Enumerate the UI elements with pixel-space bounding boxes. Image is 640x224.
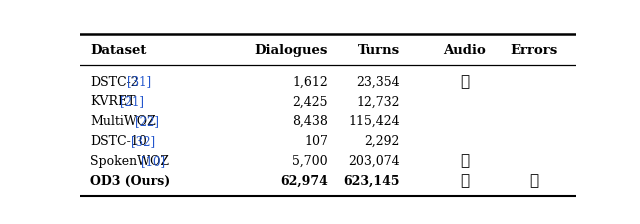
- Text: [32]: [32]: [131, 135, 155, 148]
- Text: OD3 (Ours): OD3 (Ours): [90, 175, 170, 188]
- Text: Turns: Turns: [358, 44, 400, 57]
- Text: Dialogues: Dialogues: [255, 44, 328, 57]
- Text: ✓: ✓: [460, 75, 469, 89]
- Text: ✓: ✓: [529, 174, 538, 188]
- Text: ✓: ✓: [460, 154, 469, 168]
- Text: MultiWOZ: MultiWOZ: [90, 115, 156, 128]
- Text: KVRET: KVRET: [90, 95, 136, 108]
- Text: 115,424: 115,424: [348, 115, 400, 128]
- Text: [31]: [31]: [127, 75, 151, 88]
- Text: 23,354: 23,354: [356, 75, 400, 88]
- Text: 62,974: 62,974: [280, 175, 328, 188]
- Text: [22]: [22]: [134, 115, 159, 128]
- Text: 2,425: 2,425: [292, 95, 328, 108]
- Text: [10]: [10]: [141, 155, 164, 168]
- Text: 8,438: 8,438: [292, 115, 328, 128]
- Text: 203,074: 203,074: [348, 155, 400, 168]
- Text: DSTC-10: DSTC-10: [90, 135, 147, 148]
- Text: SpokenWOZ: SpokenWOZ: [90, 155, 169, 168]
- Text: 5,700: 5,700: [292, 155, 328, 168]
- Text: 623,145: 623,145: [344, 175, 400, 188]
- Text: [21]: [21]: [120, 95, 144, 108]
- Text: 2,292: 2,292: [365, 135, 400, 148]
- Text: 12,732: 12,732: [356, 95, 400, 108]
- Text: Errors: Errors: [510, 44, 557, 57]
- Text: Audio: Audio: [443, 44, 486, 57]
- Text: 107: 107: [304, 135, 328, 148]
- Text: ✓: ✓: [460, 174, 469, 188]
- Text: 1,612: 1,612: [292, 75, 328, 88]
- Text: Dataset: Dataset: [90, 44, 147, 57]
- Text: DSTC-2: DSTC-2: [90, 75, 138, 88]
